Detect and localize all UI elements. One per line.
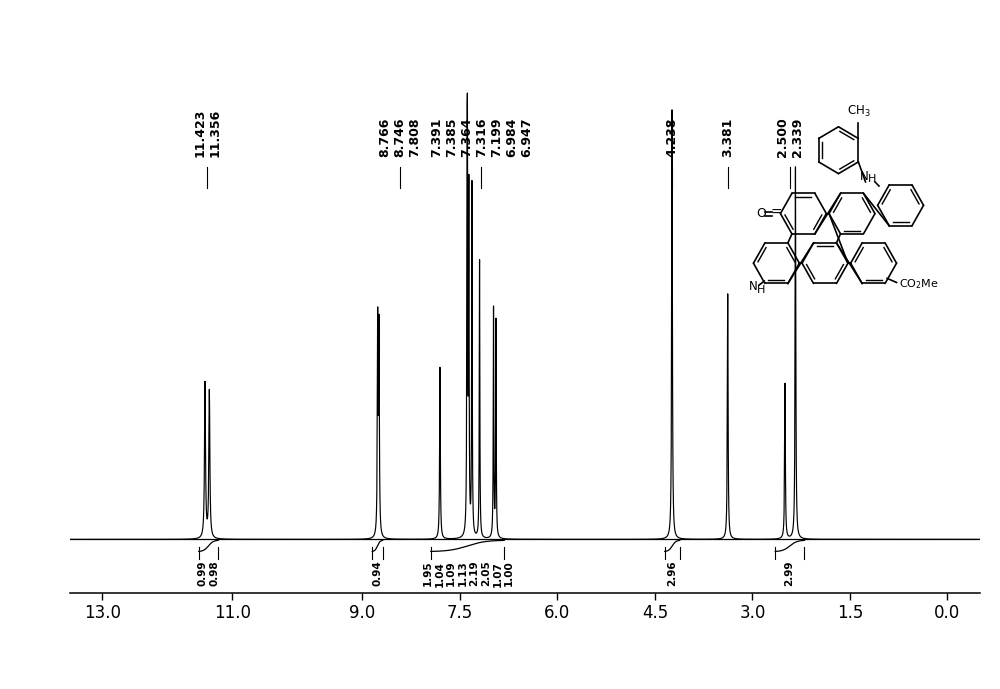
Text: 11.423
11.356: 11.423 11.356 xyxy=(193,108,221,157)
Text: 4.238: 4.238 xyxy=(666,117,679,157)
Text: H: H xyxy=(757,285,766,295)
Text: O: O xyxy=(757,207,766,220)
Text: 2.500
2.339: 2.500 2.339 xyxy=(776,117,804,157)
Text: N: N xyxy=(860,170,869,183)
Text: 2.99: 2.99 xyxy=(785,561,795,586)
Text: 2.96: 2.96 xyxy=(667,561,677,586)
Text: 0.99
0.98: 0.99 0.98 xyxy=(198,561,219,586)
Text: 7.391
7.385
7.364
7.316
7.199
6.984
6.947: 7.391 7.385 7.364 7.316 7.199 6.984 6.94… xyxy=(430,117,533,157)
Text: 8.766
8.746
7.808: 8.766 8.746 7.808 xyxy=(378,117,421,157)
Text: N: N xyxy=(749,280,758,293)
Text: 0.94: 0.94 xyxy=(372,561,382,586)
Text: =: = xyxy=(771,206,783,220)
Text: 1.95
1.04
1.09
1.13
2.19
2.05
1.07
1.00: 1.95 1.04 1.09 1.13 2.19 2.05 1.07 1.00 xyxy=(423,561,514,586)
Text: 3.381: 3.381 xyxy=(721,118,734,157)
Text: H: H xyxy=(868,174,876,184)
Text: CH$_3$: CH$_3$ xyxy=(847,103,870,119)
Text: CO$_2$Me: CO$_2$Me xyxy=(899,277,939,291)
